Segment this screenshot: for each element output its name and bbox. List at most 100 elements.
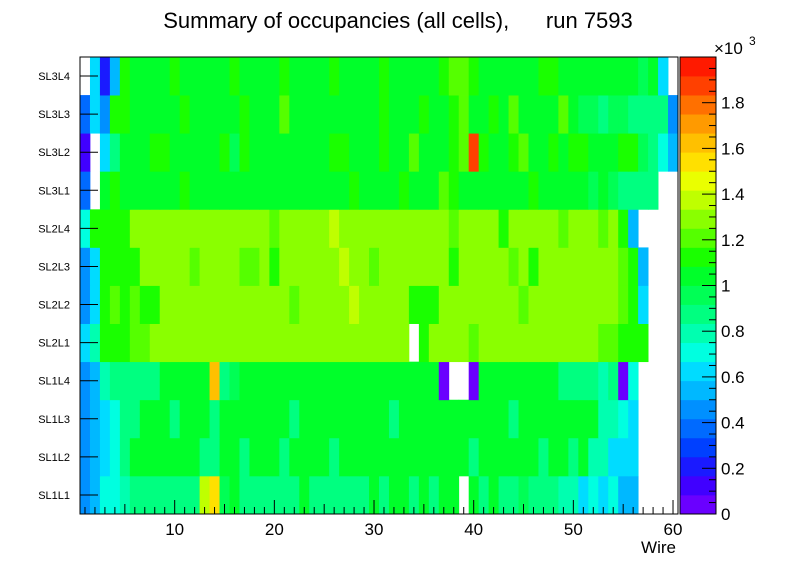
heatmap-cell bbox=[199, 57, 210, 96]
color-scale-segment bbox=[680, 228, 716, 248]
heatmap-cell bbox=[438, 171, 450, 210]
heatmap-cell bbox=[448, 399, 460, 439]
heatmap-cell bbox=[159, 57, 171, 96]
y-axis-ticks: SL1L1 SL1L2 SL1L3 SL1L4 SL2L1 SL2L2 SL2L3 SL2L4… bbox=[38, 71, 98, 502]
heatmap-cell bbox=[349, 57, 360, 96]
plot-frame bbox=[79, 56, 679, 515]
heatmap-cell bbox=[468, 95, 480, 134]
heatmap-cell bbox=[398, 361, 410, 401]
heatmap-cell bbox=[269, 171, 280, 210]
heatmap-cell bbox=[309, 95, 320, 134]
heatmap-cell bbox=[209, 171, 220, 210]
heatmap-cell bbox=[359, 247, 370, 286]
heatmap-cell bbox=[418, 95, 430, 134]
heatmap-cell bbox=[349, 361, 360, 401]
heatmap-cell bbox=[209, 209, 220, 248]
heatmap-cell bbox=[568, 399, 579, 439]
heatmap-cell bbox=[369, 475, 380, 515]
heatmap-cell bbox=[259, 285, 270, 324]
heatmap-cell bbox=[229, 209, 240, 248]
y-tick-label: SL2L2 bbox=[38, 300, 70, 312]
heatmap-cell bbox=[558, 247, 569, 286]
color-scale-label: 1.4 bbox=[721, 185, 745, 204]
heatmap-cell bbox=[478, 475, 490, 515]
heatmap-cell bbox=[149, 95, 161, 134]
heatmap-cell bbox=[309, 437, 320, 477]
color-scale-segment bbox=[680, 57, 716, 77]
heatmap-cell bbox=[388, 323, 400, 363]
heatmap-cell bbox=[189, 209, 200, 248]
chart-title: Summary of occupancies (all cells), run … bbox=[163, 8, 633, 33]
heatmap-cell bbox=[179, 57, 191, 96]
heatmap-cell bbox=[478, 209, 490, 248]
heatmap-cell bbox=[309, 399, 320, 439]
heatmap-cell bbox=[528, 361, 539, 401]
heatmap-cell bbox=[309, 133, 320, 172]
heatmap-cell bbox=[139, 57, 151, 96]
heatmap-cell bbox=[209, 133, 220, 172]
heatmap-cell bbox=[568, 171, 579, 210]
heatmap-cell bbox=[319, 323, 330, 363]
heatmap-cell bbox=[149, 57, 161, 96]
heatmap-cell bbox=[369, 437, 380, 477]
y-tick-label: SL3L4 bbox=[38, 71, 70, 83]
heatmap-cell bbox=[219, 95, 230, 134]
heatmap-cell bbox=[518, 285, 529, 324]
heatmap-cell bbox=[528, 475, 539, 515]
heatmap-cell bbox=[398, 171, 410, 210]
heatmap-cell bbox=[648, 133, 659, 172]
heatmap-cell bbox=[129, 323, 141, 363]
heatmap-cell bbox=[578, 361, 589, 401]
heatmap-cell bbox=[518, 171, 529, 210]
heatmap-cell bbox=[588, 57, 599, 96]
heatmap-cell bbox=[548, 95, 559, 134]
heatmap-cell bbox=[99, 247, 111, 286]
heatmap-cell bbox=[638, 95, 649, 134]
heatmap-cell bbox=[478, 133, 490, 172]
heatmap-cell bbox=[259, 475, 270, 515]
x-axis-ticks: 10 20 30 40 50 60 bbox=[84, 500, 682, 539]
heatmap-cell bbox=[528, 399, 539, 439]
heatmap-cell bbox=[448, 323, 460, 363]
heatmap-cell bbox=[299, 323, 310, 363]
heatmap-cell bbox=[578, 57, 589, 96]
heatmap-cell bbox=[568, 247, 579, 286]
heatmap-cell bbox=[598, 361, 609, 401]
heatmap-cell bbox=[379, 285, 390, 324]
heatmap-cell bbox=[468, 247, 480, 286]
heatmap-cell bbox=[259, 437, 270, 477]
heatmap-cell bbox=[179, 399, 191, 439]
heatmap-cell bbox=[109, 323, 121, 363]
heatmap-cell bbox=[119, 95, 131, 134]
heatmap-cell bbox=[319, 95, 330, 134]
heatmap-cell bbox=[169, 209, 181, 248]
heatmap-cell bbox=[219, 399, 230, 439]
color-scale-label: 1 bbox=[721, 277, 730, 296]
heatmap-cell bbox=[388, 361, 400, 401]
heatmap-cell bbox=[239, 95, 250, 134]
heatmap-cell bbox=[508, 247, 519, 286]
heatmap-cell bbox=[309, 247, 320, 286]
heatmap-cell bbox=[438, 57, 450, 96]
heatmap-cell bbox=[528, 285, 539, 324]
heatmap-cell bbox=[109, 95, 121, 134]
heatmap-cell bbox=[149, 399, 161, 439]
heatmap-cell bbox=[159, 475, 171, 515]
heatmap-cell bbox=[558, 95, 569, 134]
heatmap-cell bbox=[379, 209, 390, 248]
heatmap-cell bbox=[379, 95, 390, 134]
heatmap-cell bbox=[129, 95, 141, 134]
heatmap-cell bbox=[149, 361, 161, 401]
heatmap-cell bbox=[418, 133, 430, 172]
color-scale-segment bbox=[680, 323, 716, 344]
heatmap-cell bbox=[189, 437, 200, 477]
heatmap-cell bbox=[568, 285, 579, 324]
heatmap-cell bbox=[299, 133, 310, 172]
heatmap-cell bbox=[558, 209, 569, 248]
heatmap-cell bbox=[259, 171, 270, 210]
heatmap-cell bbox=[189, 247, 200, 286]
heatmap-cell bbox=[269, 247, 280, 286]
heatmap-cell bbox=[498, 247, 509, 286]
heatmap-cell bbox=[458, 95, 470, 134]
heatmap-cell bbox=[329, 361, 340, 401]
